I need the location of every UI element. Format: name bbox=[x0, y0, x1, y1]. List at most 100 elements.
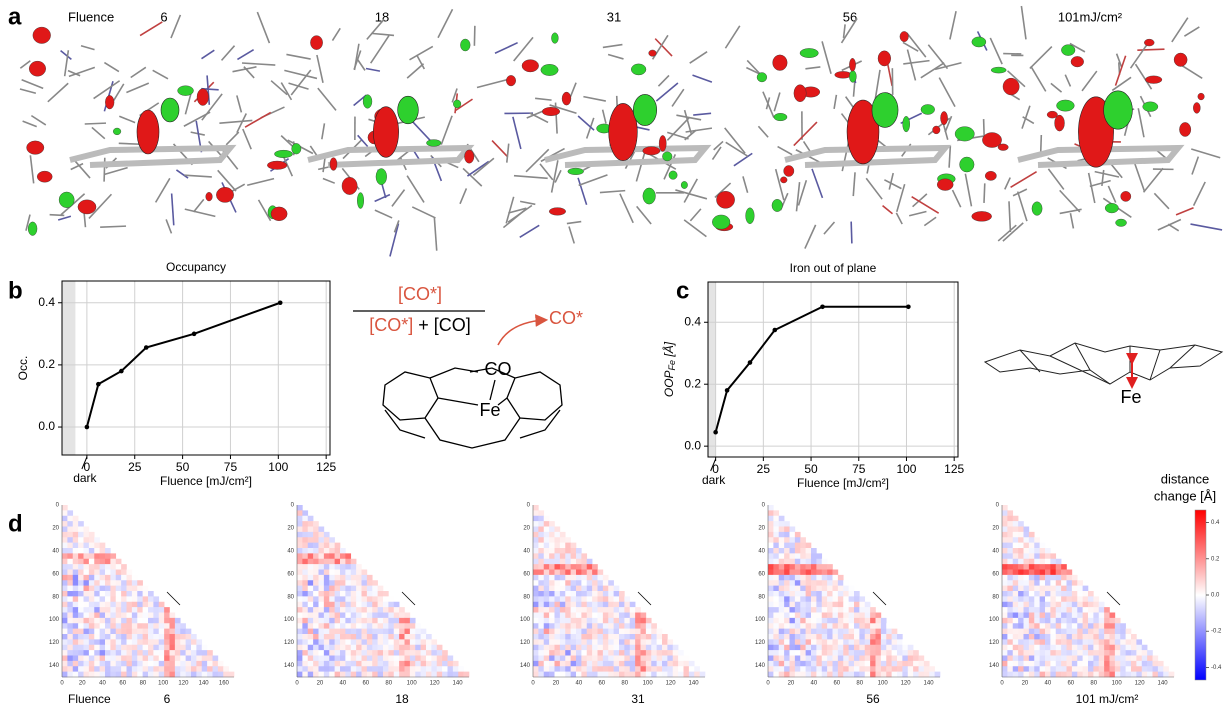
map-cell bbox=[356, 580, 362, 586]
map-cell bbox=[619, 634, 625, 640]
bond bbox=[371, 33, 394, 35]
denominator: [CO*] + [CO] bbox=[369, 315, 471, 335]
map-cell bbox=[1067, 629, 1073, 635]
map-cell bbox=[116, 623, 122, 629]
map-cell bbox=[1077, 602, 1083, 608]
map-cell bbox=[608, 650, 614, 656]
map-cell bbox=[533, 613, 539, 619]
map-cell bbox=[94, 661, 100, 667]
map-cell bbox=[410, 672, 416, 678]
map-cell bbox=[1018, 629, 1024, 635]
map-cell bbox=[1018, 580, 1024, 586]
map-cell bbox=[1024, 537, 1030, 543]
map-cell bbox=[67, 607, 73, 613]
map-cell bbox=[816, 570, 822, 576]
map-cell bbox=[127, 666, 133, 672]
map-cell bbox=[105, 575, 111, 581]
map-cell bbox=[383, 645, 389, 651]
map-cell bbox=[186, 639, 192, 645]
map-cell bbox=[84, 591, 90, 597]
map-cell bbox=[827, 661, 833, 667]
map-cell bbox=[592, 629, 598, 635]
density-blob bbox=[784, 165, 794, 176]
map-cell bbox=[1002, 672, 1008, 678]
map-cell bbox=[806, 575, 812, 581]
map-cell bbox=[324, 629, 330, 635]
map-cell bbox=[143, 591, 149, 597]
map-cell bbox=[587, 559, 593, 565]
map-cell bbox=[533, 672, 539, 678]
map-cell bbox=[790, 575, 796, 581]
x-tick-label: 140 bbox=[689, 681, 700, 687]
map-cell bbox=[1040, 570, 1046, 576]
map-cell bbox=[784, 666, 790, 672]
map-cell bbox=[1115, 623, 1121, 629]
bond bbox=[998, 225, 1016, 241]
map-cell bbox=[806, 639, 812, 645]
map-cell bbox=[421, 661, 427, 667]
bond bbox=[114, 84, 124, 101]
map-cell bbox=[159, 607, 165, 613]
map-cell bbox=[362, 602, 368, 608]
map-cell bbox=[297, 618, 303, 624]
x-tick-label: 160 bbox=[219, 681, 230, 687]
map-cell bbox=[1050, 607, 1056, 613]
map-cell bbox=[773, 623, 779, 629]
map-cell bbox=[560, 666, 566, 672]
map-cell bbox=[148, 607, 154, 613]
density-blob bbox=[1144, 39, 1154, 46]
map-cell bbox=[67, 656, 73, 662]
map-cell bbox=[1045, 629, 1051, 635]
map-cell bbox=[62, 532, 68, 538]
map-cell bbox=[1007, 580, 1013, 586]
map-cell bbox=[143, 586, 149, 592]
distance-map bbox=[1002, 505, 1174, 677]
bond bbox=[984, 119, 985, 136]
map-cell bbox=[105, 559, 111, 565]
map-cell bbox=[560, 570, 566, 576]
map-cell bbox=[784, 613, 790, 619]
density-blob bbox=[878, 51, 891, 66]
map-cell bbox=[843, 645, 849, 651]
map-cell bbox=[662, 634, 668, 640]
map-cell bbox=[1029, 661, 1035, 667]
map-cell bbox=[1093, 661, 1099, 667]
bond bbox=[1134, 161, 1145, 192]
density-blob bbox=[373, 107, 398, 158]
map-cell bbox=[410, 634, 416, 640]
map-cell bbox=[876, 629, 882, 635]
map-cell bbox=[800, 656, 806, 662]
map-cell bbox=[153, 634, 159, 640]
map-cell bbox=[1077, 650, 1083, 656]
map-cell bbox=[340, 666, 346, 672]
map-cell bbox=[1131, 650, 1137, 656]
map-cell bbox=[784, 575, 790, 581]
map-cell bbox=[635, 672, 641, 678]
map-cell bbox=[340, 548, 346, 554]
map-cell bbox=[838, 613, 844, 619]
map-cell bbox=[137, 639, 143, 645]
map-cell bbox=[1018, 527, 1024, 533]
map-cell bbox=[302, 656, 308, 662]
map-cell bbox=[84, 548, 90, 554]
density-blob bbox=[773, 55, 788, 71]
map-cell bbox=[768, 607, 774, 613]
map-cell bbox=[1024, 559, 1030, 565]
map-cell bbox=[892, 672, 898, 678]
map-cell bbox=[587, 591, 593, 597]
map-cell bbox=[779, 623, 785, 629]
map-cell bbox=[1072, 613, 1078, 619]
map-cell bbox=[859, 634, 865, 640]
map-cell bbox=[127, 629, 133, 635]
map-cell bbox=[667, 661, 673, 667]
map-cell bbox=[816, 645, 822, 651]
map-cell bbox=[619, 656, 625, 662]
map-cell bbox=[576, 634, 582, 640]
map-cell bbox=[335, 629, 341, 635]
map-cell bbox=[779, 570, 785, 576]
map-cell bbox=[62, 548, 68, 554]
map-cell bbox=[308, 516, 314, 522]
map-cell bbox=[1024, 570, 1030, 576]
map-cell bbox=[170, 623, 176, 629]
map-cell bbox=[1007, 613, 1013, 619]
